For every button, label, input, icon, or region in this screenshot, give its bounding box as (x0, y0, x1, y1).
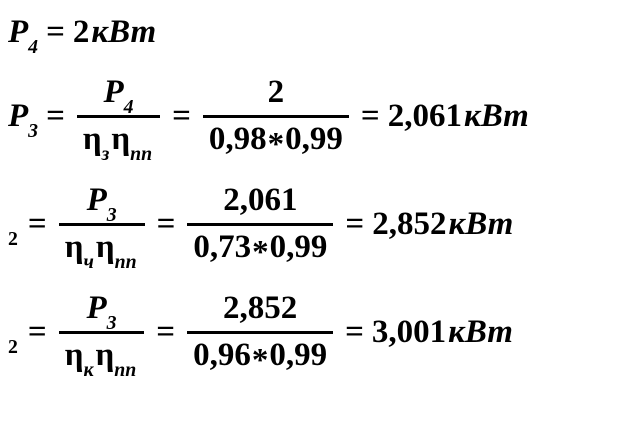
factor-value: 0,99 (285, 120, 343, 157)
eta-symbol: η (64, 228, 84, 265)
symbolic-fraction: P4 ηзηпп (76, 73, 161, 164)
equation-1: P4 = 2 кВт (8, 4, 642, 60)
variable-base: P (86, 181, 107, 218)
variable-subscript: 4 (123, 95, 134, 118)
result-value: 2,061 (387, 97, 462, 134)
variable-subscript: 2 (8, 227, 18, 250)
fraction-numerator: P3 (80, 289, 122, 333)
equals-sign: = (27, 313, 47, 350)
symbolic-fraction: P3 ηчηпп (58, 181, 145, 272)
fraction-numerator: 2 (267, 73, 285, 110)
symbolic-fraction: P3 ηкηпп (58, 289, 145, 380)
fraction-numerator: P3 (81, 181, 123, 225)
fraction-denominator: ηкηпп (59, 336, 145, 380)
fraction-denominator: 0,73*0,99 (187, 228, 333, 270)
variable-p3: P3 (8, 97, 38, 141)
equals-sign: = (46, 13, 65, 50)
equation-4: 2 = P3 ηкηпп = 2,852 0,96*0,99 = 3,001 к… (8, 280, 642, 384)
unit-label: кВт (91, 13, 157, 50)
equals-sign: = (46, 97, 65, 134)
variable-subscript: 2 (8, 335, 18, 358)
variable-subscript: 4 (28, 35, 39, 58)
eta-subscript: ч (83, 250, 94, 273)
equals-sign: = (27, 205, 47, 242)
equals-sign: = (156, 205, 176, 242)
equals-sign: = (156, 313, 176, 350)
equals-sign: = (172, 97, 191, 134)
eta-subscript: з (101, 142, 110, 165)
factor-value: 0,99 (269, 228, 328, 265)
result-value: 2,852 (372, 205, 447, 242)
eta-symbol: η (95, 336, 115, 373)
eta-subscript: к (83, 358, 94, 381)
eta-subscript: пп (114, 250, 137, 273)
fraction-denominator: 0,96*0,99 (187, 336, 333, 378)
fraction-numerator: P4 (97, 73, 139, 117)
multiply-star: * (252, 233, 269, 270)
factor-value: 0,96 (193, 336, 251, 373)
variable-subscript: 3 (106, 311, 117, 334)
factor-value: 0,98 (208, 120, 267, 157)
fraction-bar (58, 222, 145, 226)
multiply-star: * (267, 125, 285, 162)
eta-symbol: η (64, 336, 84, 373)
fraction-numerator: 2,852 (222, 289, 298, 326)
numeric-fraction: 2 0,98*0,99 (202, 73, 349, 162)
equals-sign: = (345, 205, 365, 242)
unit-label: кВт (448, 205, 514, 242)
fraction-bar (187, 330, 334, 334)
fraction-bar (187, 222, 334, 226)
unit-label: кВт (448, 313, 513, 350)
result-value: 3,001 (371, 313, 447, 350)
fraction-denominator: 0,98*0,99 (203, 120, 349, 162)
result-value: 2 (72, 13, 90, 50)
variable-p4: P4 (8, 13, 38, 57)
fraction-bar (58, 330, 145, 334)
unit-label: кВт (463, 97, 529, 134)
variable-p2-clipped: 2 (8, 206, 18, 249)
equals-sign: = (360, 97, 380, 134)
fraction-bar (76, 114, 161, 118)
factor-value: 0,99 (269, 336, 328, 373)
variable-base: P (86, 289, 107, 326)
variable-base: P (8, 13, 29, 50)
variable-base: P (103, 73, 124, 110)
variable-p2-clipped: 2 (8, 314, 18, 357)
multiply-star: * (251, 341, 269, 378)
fraction-denominator: ηчηпп (59, 228, 145, 272)
eta-subscript: пп (114, 358, 137, 381)
numeric-fraction: 2,852 0,96*0,99 (187, 289, 334, 378)
factor-value: 0,73 (193, 228, 252, 265)
fraction-denominator: ηзηпп (77, 120, 160, 164)
equals-sign: = (345, 313, 364, 350)
equation-3: 2 = P3 ηчηпп = 2,061 0,73*0,99 = 2,852 к… (8, 172, 642, 276)
equation-2: P3 = P4 ηзηпп = 2 0,98*0,99 = 2,061 кВт (8, 64, 642, 168)
eta-subscript: пп (130, 142, 153, 165)
variable-subscript: 3 (106, 203, 117, 226)
fraction-numerator: 2,061 (223, 181, 298, 218)
variable-subscript: 3 (28, 119, 39, 142)
fraction-bar (202, 114, 349, 118)
numeric-fraction: 2,061 0,73*0,99 (187, 181, 334, 270)
eta-symbol: η (111, 120, 131, 157)
variable-base: P (8, 97, 29, 134)
eta-symbol: η (82, 120, 102, 157)
eta-symbol: η (95, 228, 115, 265)
